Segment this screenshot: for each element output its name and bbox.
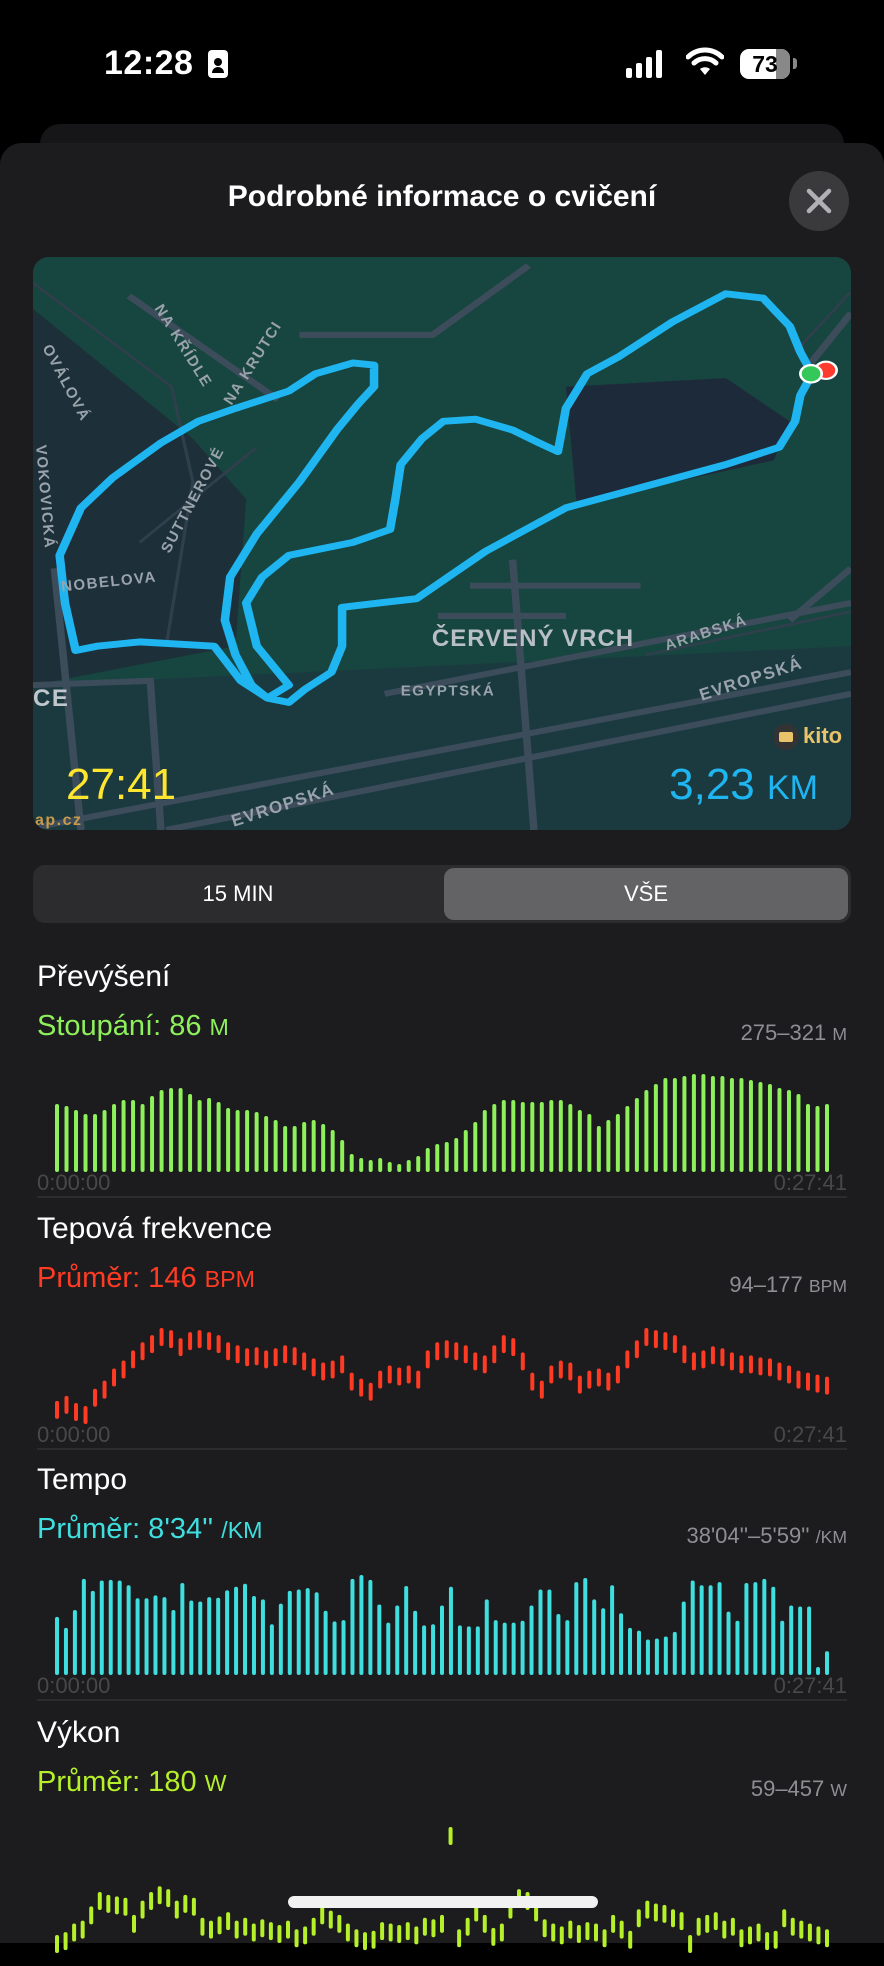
start-marker [799, 364, 824, 384]
section-summary: Stoupání: 86 M [37, 1010, 229, 1043]
time-range-segmented-control: 15 MIN VŠE [33, 865, 851, 923]
section-divider [37, 1448, 847, 1450]
section-pace: Tempo Průměr: 8'34'' /KM 38'04''–5'59'' … [37, 1463, 847, 1703]
sheet-title: Podrobné informace o cvičení [227, 180, 657, 213]
focus-person-icon [208, 50, 228, 78]
range-unit: BPM [808, 1276, 847, 1296]
close-button[interactable] [789, 171, 849, 231]
status-time: 12:28 [104, 44, 194, 82]
section-range: 38'04''–5'59'' /KM [687, 1523, 848, 1549]
distance-unit: KM [767, 769, 818, 807]
chart-end-time: 0:27:41 [773, 1422, 847, 1447]
summary-value: Průměr: 180 [37, 1766, 197, 1798]
summary-value: Stoupání: 86 [37, 1010, 202, 1042]
summary-unit: BPM [204, 1266, 255, 1292]
section-summary: Průměr: 8'34'' /KM [37, 1513, 262, 1546]
close-icon [806, 188, 832, 214]
summary-unit: W [204, 1770, 227, 1796]
map-canvas [33, 257, 851, 830]
poi-kito[interactable]: kito [773, 723, 843, 751]
status-bar: 12:28 73 [0, 0, 884, 110]
segment-15-min[interactable]: 15 MIN [202, 881, 274, 906]
chart-end-time: 0:27:41 [773, 1170, 847, 1195]
district-label: CE [33, 685, 70, 712]
poi-label: kito [803, 723, 843, 748]
wifi-icon [686, 47, 724, 75]
distance-value: 3,23 [669, 760, 755, 809]
route-map[interactable]: NA KŘÍDLE NA KRUTCI OVÁLOVÁ VOKOVICKÁ SU… [33, 257, 851, 830]
chart-heart-rate [55, 1328, 829, 1424]
chart-pace [55, 1575, 829, 1675]
route-path [55, 290, 817, 706]
battery-icon: 73 [740, 49, 790, 79]
section-elevation: Převýšení Stoupání: 86 M 275–321 M 0:00:… [37, 960, 847, 1200]
battery-level: 73 [752, 51, 778, 77]
section-divider [37, 1196, 847, 1198]
section-summary: Průměr: 180 W [37, 1766, 227, 1799]
summary-value: Průměr: 146 [37, 1262, 197, 1294]
range-unit: /KM [815, 1527, 847, 1547]
cellular-signal-icon [626, 50, 662, 78]
range-value: 94–177 [729, 1272, 803, 1297]
chart-start-time: 0:00:00 [37, 1170, 111, 1195]
range-value: 275–321 [740, 1020, 827, 1045]
section-divider [37, 1699, 847, 1701]
section-title: Tepová frekvence [37, 1212, 273, 1245]
range-value: 59–457 [750, 1776, 825, 1801]
street-label: EGYPTSKÁ [400, 682, 496, 700]
range-value: 38'04''–5'59'' [686, 1523, 810, 1548]
section-title: Tempo [37, 1463, 128, 1496]
battery-nub [793, 58, 797, 69]
segment-all[interactable]: VŠE [444, 868, 848, 920]
workout-duration: 27:41 [66, 760, 177, 809]
section-title: Výkon [37, 1716, 121, 1749]
section-range: 94–177 BPM [729, 1272, 847, 1298]
summary-unit: M [209, 1014, 229, 1040]
section-heart-rate: Tepová frekvence Průměr: 146 BPM 94–177 … [37, 1212, 847, 1452]
section-range: 275–321 M [741, 1020, 847, 1046]
workout-distance: 3,23 KM [669, 763, 818, 807]
place-label: ČERVENÝ VRCH [431, 625, 635, 652]
summary-unit: /KM [221, 1517, 263, 1543]
section-summary: Průměr: 146 BPM [37, 1262, 255, 1295]
range-unit: M [832, 1024, 847, 1044]
chart-start-time: 0:00:00 [37, 1673, 111, 1698]
chart-elevation [55, 1074, 829, 1172]
shopping-bag-icon [773, 724, 799, 751]
summary-value: Průměr: 8'34'' [37, 1513, 214, 1545]
map-attribution: ap.cz [35, 812, 83, 829]
section-range: 59–457 W [751, 1776, 847, 1802]
chart-end-time: 0:27:41 [773, 1673, 847, 1698]
home-indicator[interactable] [288, 1896, 598, 1908]
section-title: Převýšení [37, 960, 171, 993]
range-unit: W [830, 1780, 847, 1800]
section-power: Výkon Průměr: 180 W 59–457 W [37, 1716, 847, 1956]
chart-start-time: 0:00:00 [37, 1422, 111, 1447]
